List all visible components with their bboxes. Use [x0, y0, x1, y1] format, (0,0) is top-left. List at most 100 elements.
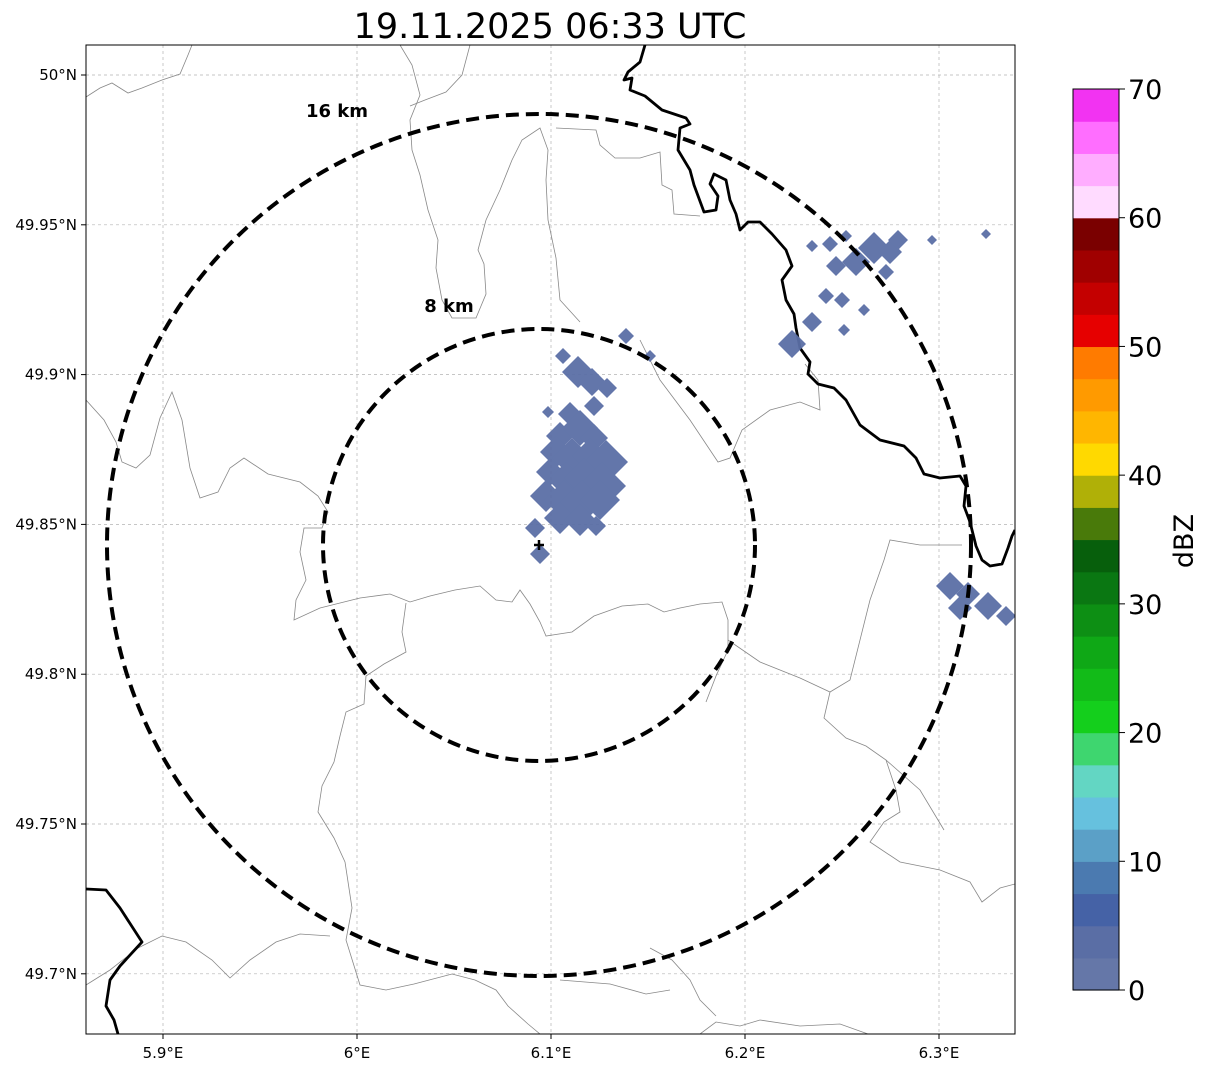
border-line [555, 127, 701, 217]
echo-cell [544, 502, 576, 534]
longitude-ticks: 5.9°E 6°E 6.1°E 6.2°E 6.3°E [143, 1034, 960, 1062]
colorbar-label: dBZ [1169, 514, 1200, 568]
colorbar-tick-label: 0 [1128, 976, 1145, 1007]
radar-echoes [525, 229, 1015, 626]
map-area: 8 km 16 km 5.9°E 6°E 6.1°E 6.2°E 6.3°E 50°N 4… [15, 44, 1016, 1062]
colorbar-segment [1073, 378, 1119, 412]
range-ring-label-8km: 8 km [424, 296, 474, 317]
echo-cell [818, 288, 834, 304]
colorbar-segment [1073, 185, 1119, 219]
range-ring-8km [321, 327, 757, 763]
echo-cell [927, 235, 937, 245]
echo-cell [888, 230, 908, 250]
colorbar-segment [1073, 957, 1119, 991]
lon-tick-label: 6.3°E [919, 1044, 960, 1062]
echo-cell [584, 396, 604, 416]
border-line [699, 1019, 869, 1034]
echo-cell [981, 229, 991, 239]
lon-tick-label: 5.9°E [143, 1044, 184, 1062]
echo-cell [530, 544, 550, 564]
country-border [86, 887, 144, 1034]
colorbar-tick-label: 50 [1128, 332, 1162, 363]
map-title: 19.11.2025 06:33 UTC [354, 7, 747, 47]
lat-tick-label: 49.95°N [15, 216, 77, 234]
colorbar-segment [1073, 410, 1119, 444]
map-background [86, 45, 1015, 1034]
colorbar-tick-label: 40 [1128, 461, 1162, 492]
echo-cell [778, 330, 806, 358]
echo-cell [838, 324, 850, 336]
echo-cell [806, 240, 818, 252]
colorbar-segment [1073, 829, 1119, 862]
colorbar-segment [1073, 636, 1119, 669]
latitude-ticks: 50°N 49.95°N 49.9°N 49.85°N 49.8°N 49.75°N 49.… [15, 66, 86, 983]
colorbar-segment [1073, 442, 1119, 476]
colorbar-segment [1073, 668, 1119, 701]
colorbar-segment [1073, 475, 1119, 508]
radar-site-marker [534, 540, 544, 550]
lat-tick-label: 49.9°N [25, 366, 77, 384]
colorbar-segment [1073, 539, 1119, 573]
range-rings [105, 112, 973, 978]
echo-cell [586, 516, 606, 536]
colorbar-segment [1073, 153, 1119, 187]
border-line [399, 45, 581, 323]
lat-tick-label: 50°N [39, 66, 77, 84]
regional-borders [86, 45, 1015, 1034]
echo-cell [878, 264, 894, 280]
echo-cell [597, 378, 617, 398]
lon-tick-label: 6.1°E [531, 1044, 572, 1062]
colorbar-tick-label: 60 [1128, 204, 1162, 235]
colorbar-segment [1073, 121, 1119, 154]
colorbar-segment [1073, 571, 1119, 605]
echo-cell [555, 348, 571, 364]
colorbar-ticks: 0 10 20 30 40 50 60 70 [1119, 75, 1162, 1007]
colorbar-tick-label: 10 [1128, 847, 1162, 878]
border-line [727, 539, 962, 693]
colorbar-frame [1072, 88, 1120, 991]
colorbar: 0 10 20 30 40 50 60 70 dBZ [1072, 75, 1200, 1007]
colorbar-segment [1073, 314, 1119, 348]
echo-cell [826, 256, 846, 276]
colorbar-segment [1073, 217, 1119, 251]
range-ring-label-16km: 16 km [306, 101, 368, 122]
colorbar-segment [1073, 603, 1119, 637]
echo-cell [858, 304, 870, 316]
colorbar-segment [1073, 796, 1119, 830]
colorbar-segment [1073, 764, 1119, 798]
echo-cell [802, 312, 822, 332]
colorbar-tick-label: 30 [1128, 590, 1162, 621]
echo-cell [618, 328, 634, 344]
colorbar-tick-label: 20 [1128, 719, 1162, 750]
range-ring-16km [105, 112, 973, 978]
echo-cell [580, 480, 620, 520]
colorbar-segment [1073, 700, 1119, 734]
colorbar-segment [1073, 249, 1119, 283]
colorbar-segment [1073, 861, 1119, 895]
lat-tick-label: 49.7°N [25, 965, 77, 983]
colorbar-segment [1073, 346, 1119, 380]
border-line [639, 339, 821, 463]
lat-tick-label: 49.75°N [15, 815, 77, 833]
echo-cell [525, 518, 545, 538]
echo-cell [974, 592, 1002, 620]
border-line [86, 390, 729, 703]
lat-tick-label: 49.8°N [25, 665, 77, 683]
border-line [317, 602, 541, 1034]
echo-cell [834, 292, 850, 308]
gridlines [86, 45, 1015, 1034]
border-line [885, 759, 945, 831]
echo-cell [542, 406, 554, 418]
echo-cell [996, 606, 1015, 626]
lon-tick-label: 6°E [344, 1044, 371, 1062]
colorbar-segment [1073, 507, 1119, 541]
colorbar-tick-label: 70 [1128, 75, 1162, 106]
lat-tick-label: 49.85°N [15, 515, 77, 533]
echo-cell [822, 236, 838, 252]
border-line [823, 691, 1015, 903]
border-line [86, 45, 193, 98]
echo-cell [842, 248, 870, 276]
colorbar-segment [1073, 89, 1119, 122]
colorbar-segment [1073, 282, 1119, 315]
